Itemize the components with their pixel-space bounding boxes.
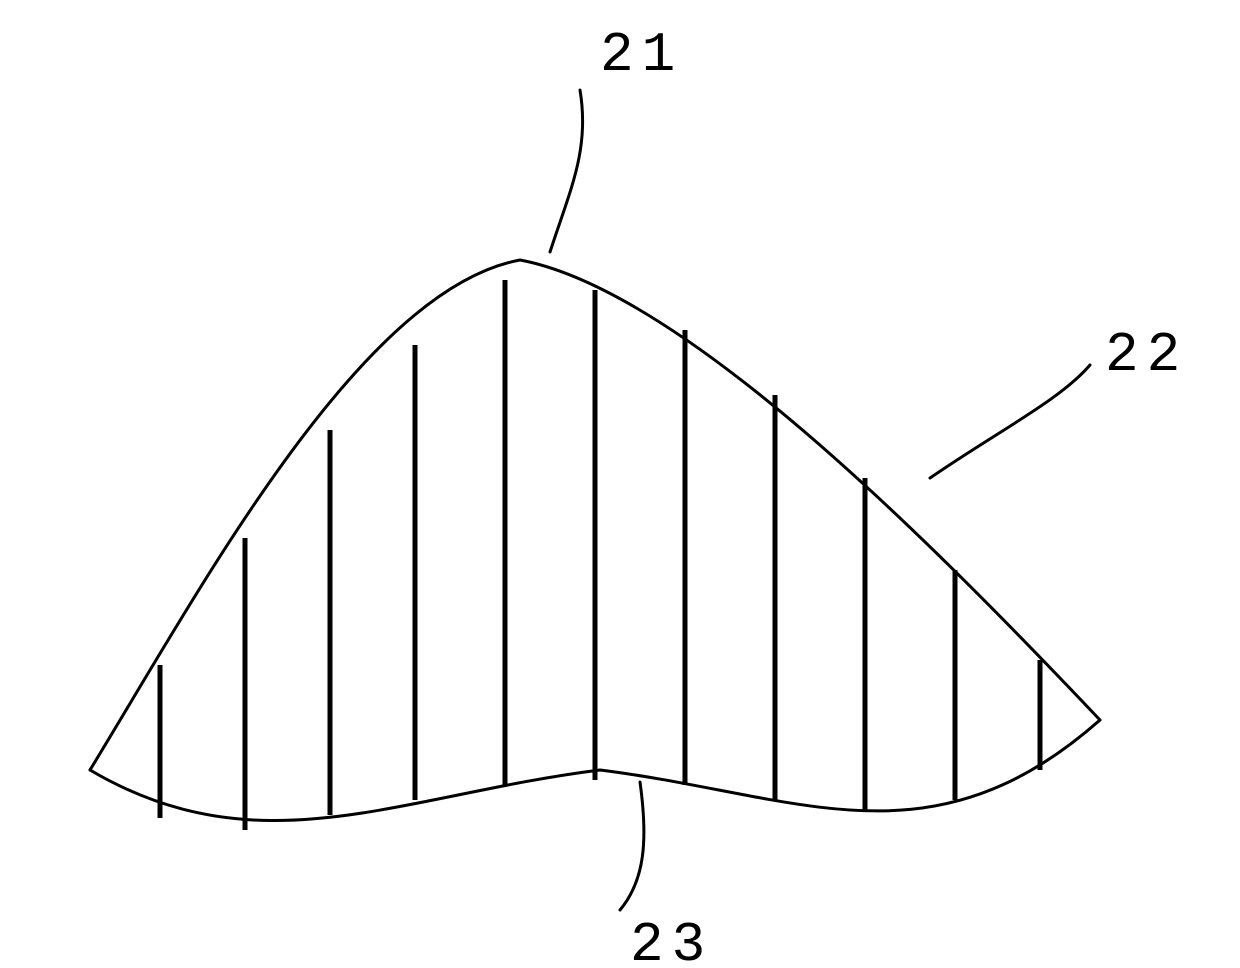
callouts: 21 22 23 — [550, 23, 1188, 968]
label-22: 22 — [1105, 323, 1188, 387]
leader-21 — [550, 90, 583, 252]
cross-section-shape — [90, 260, 1100, 830]
leader-23 — [620, 782, 644, 910]
label-23: 23 — [630, 913, 713, 968]
diagram-canvas: 21 22 23 — [0, 0, 1240, 968]
label-21: 21 — [600, 23, 683, 87]
leader-22 — [930, 365, 1090, 478]
